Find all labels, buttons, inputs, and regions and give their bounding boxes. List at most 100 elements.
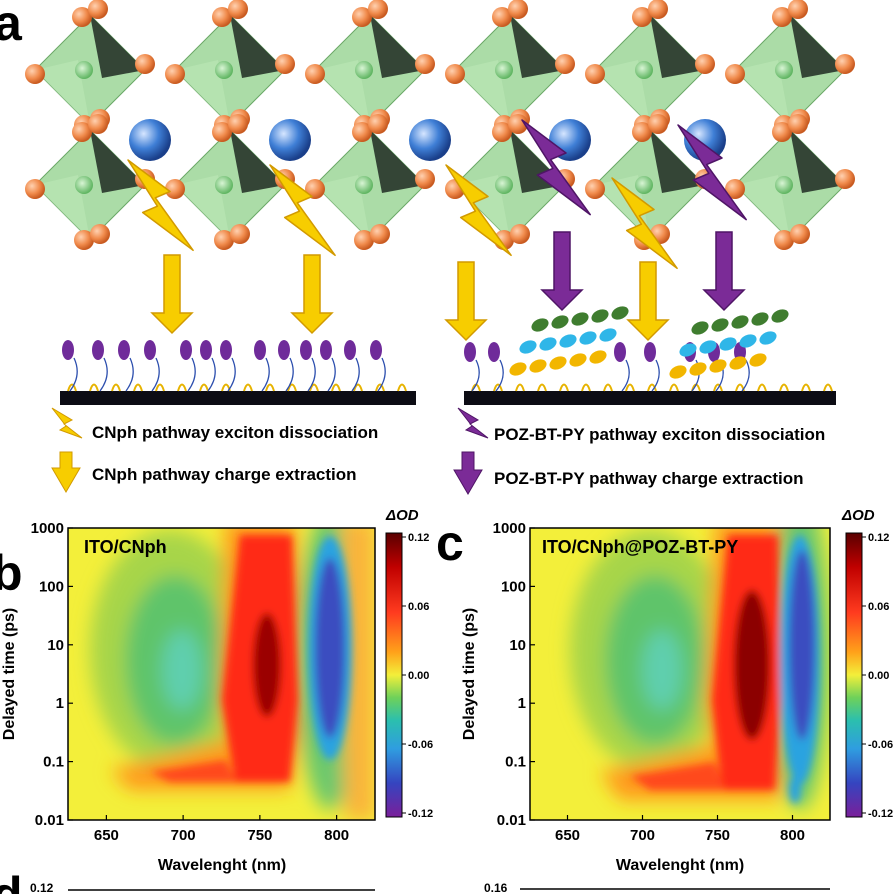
stack-yellow [529, 359, 547, 373]
octahedron-center [75, 176, 93, 194]
y-tick-label: 1000 [31, 520, 64, 537]
molecule-head [300, 340, 312, 360]
octahedron-center [775, 61, 793, 79]
octahedron [165, 0, 295, 135]
octahedron-face [455, 60, 510, 125]
halide-atom [415, 169, 435, 189]
molecule-head [200, 340, 212, 360]
halide-atom [90, 224, 110, 244]
molecule-chain [69, 357, 78, 392]
y-tick-label: 0.01 [35, 812, 64, 829]
heatmap-c-frame [529, 527, 831, 821]
anchor-loop [625, 383, 635, 392]
x-tick-label: 750 [247, 827, 272, 844]
octahedron [305, 0, 435, 135]
octahedron-center [215, 61, 233, 79]
anchor-loop [287, 383, 297, 392]
halide-atom [695, 54, 715, 74]
y-tick-label: 1 [56, 695, 64, 712]
x-tick-label: 750 [705, 827, 730, 844]
molecule-head [144, 340, 156, 360]
stack-yellow [749, 353, 767, 367]
halide-atom [725, 64, 745, 84]
halide-atom [585, 179, 605, 199]
molecule-head [644, 342, 656, 362]
halide-atom [305, 64, 325, 84]
halide-atom [352, 122, 372, 142]
colorbar-tick-label: -0.12 [868, 808, 893, 820]
stack-green [691, 321, 709, 335]
octahedron-face [175, 60, 230, 125]
down-arrow [540, 231, 584, 312]
molecule-chain [471, 359, 480, 392]
anchor-loop [243, 383, 253, 392]
stack-yellow [549, 356, 567, 370]
stack-yellow [689, 362, 707, 376]
octahedron-center [355, 176, 373, 194]
halide-atom [72, 122, 92, 142]
octahedron-shadow-face [230, 130, 285, 193]
halide-atom [74, 230, 94, 250]
halide-atom [368, 114, 388, 134]
down-arrow [290, 254, 334, 335]
halide-atom [165, 64, 185, 84]
stack-green [711, 318, 729, 332]
halide-atom [585, 64, 605, 84]
stack-green [531, 318, 549, 332]
anchor-loop [669, 383, 679, 392]
anchor-loop [713, 383, 723, 392]
stack-cyan [719, 337, 737, 351]
y-tick-label: 100 [39, 578, 64, 595]
molecule-chain [99, 357, 108, 392]
dissociation-bolts [127, 119, 747, 270]
legend-cnph-dissociation: CNph pathway exciton dissociation [92, 423, 378, 442]
heatmap-b [68, 528, 375, 820]
halide-atom [25, 179, 45, 199]
octahedron-center [495, 61, 513, 79]
molecule-chain [307, 357, 316, 392]
octahedron-face [315, 175, 370, 240]
octahedron-shadow-face [790, 130, 845, 193]
halide-atom [725, 179, 745, 199]
molecule-head [614, 342, 626, 362]
stack-yellow [669, 365, 687, 379]
molecule-chain [187, 357, 196, 392]
heatmap-c-label: ITO/CNph@POZ-BT-PY [542, 537, 738, 557]
y-tick-label: 0.1 [43, 754, 64, 771]
halide-atom [632, 7, 652, 27]
heatmap-c-ylabel: Delayed time (ps) [461, 608, 478, 740]
octahedron-shadow-face [370, 15, 425, 78]
octahedron-center [355, 61, 373, 79]
x-tick-label: 650 [555, 827, 580, 844]
legend-cnph-extraction: CNph pathway charge extraction [92, 465, 357, 484]
molecule-head [464, 342, 476, 362]
halide-atom [492, 7, 512, 27]
cation-sphere [129, 119, 171, 161]
x-tick-label: 800 [780, 827, 805, 844]
anchor-loop [309, 383, 319, 392]
stack-cyan [699, 340, 717, 354]
octahedron-face [175, 175, 230, 240]
octahedron-shadow-face [230, 15, 285, 78]
bolt [127, 159, 194, 252]
cnph-arrow-icon [51, 451, 81, 493]
colorbar-tick-label: -0.06 [868, 739, 893, 751]
molecule-head [320, 340, 332, 360]
halide-atom [72, 7, 92, 27]
octahedron [585, 0, 715, 135]
poz-bolt-icon [457, 407, 489, 439]
octahedron-center [495, 176, 513, 194]
panel-d-ytick-left: 0.12 [30, 881, 54, 894]
down-arrow [150, 254, 194, 335]
halide-atom [788, 0, 808, 19]
down-arrow [702, 231, 746, 312]
colorbar-tick-label: 0.00 [868, 670, 889, 682]
down-arrow [626, 261, 670, 342]
x-tick-label: 700 [171, 827, 196, 844]
molecule-head [344, 340, 356, 360]
halide-atom [212, 7, 232, 27]
stack-yellow [729, 356, 747, 370]
colorbar-b-title: ΔOD [385, 507, 419, 524]
halide-atom [354, 230, 374, 250]
